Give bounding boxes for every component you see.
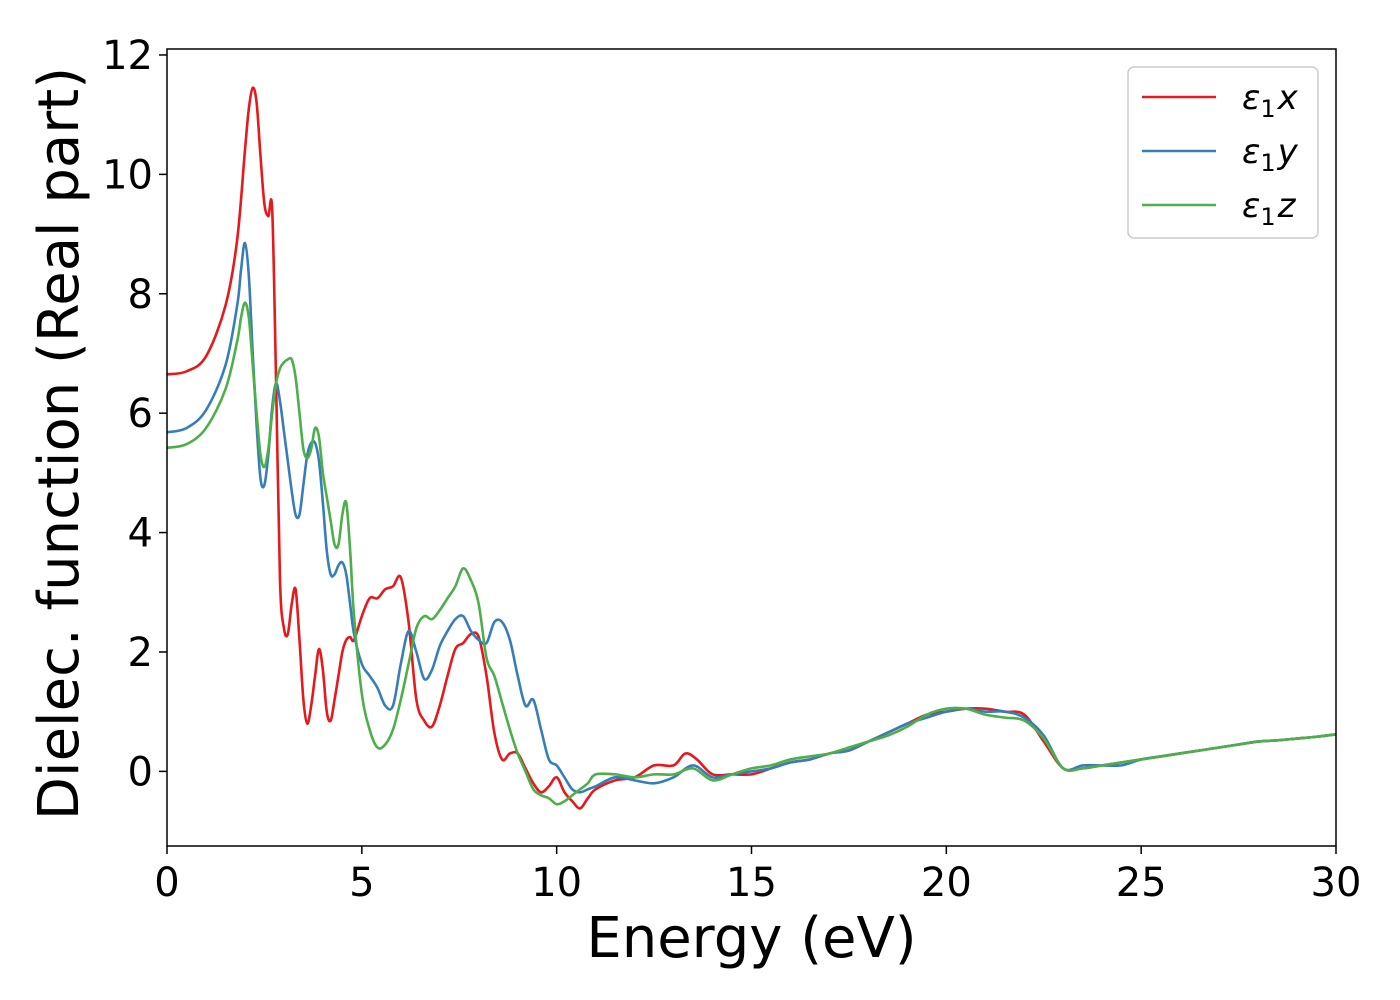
series-layer xyxy=(167,86,1336,810)
x-tick-label: 25 xyxy=(1116,860,1167,906)
legend-symbol: ε xyxy=(1242,186,1260,226)
legend-variable: z xyxy=(1277,186,1297,226)
legend-label-y: ε1y xyxy=(1242,132,1299,177)
y-tick-label: 6 xyxy=(128,391,153,437)
y-tick-label: 4 xyxy=(128,511,153,557)
y-tick-label: 2 xyxy=(128,630,153,676)
legend-label-x: ε1x xyxy=(1242,78,1299,123)
x-tick-label: 15 xyxy=(726,860,777,906)
legend-subscript: 1 xyxy=(1260,95,1275,123)
series-line-x xyxy=(167,86,1336,810)
x-tick-label: 30 xyxy=(1311,860,1362,906)
legend-box xyxy=(1127,66,1319,239)
legend-subscript: 1 xyxy=(1260,149,1275,177)
x-tick-label: 10 xyxy=(531,860,582,906)
legend-symbol: ε xyxy=(1242,132,1260,172)
series-line-z xyxy=(167,301,1336,806)
x-tick-label: 20 xyxy=(921,860,972,906)
legend-symbol: ε xyxy=(1242,78,1260,118)
y-tick-label: 0 xyxy=(128,749,153,795)
legend-variable: y xyxy=(1277,132,1299,172)
x-tick-label: 5 xyxy=(349,860,374,906)
series-line-y xyxy=(167,241,1336,794)
y-tick-label: 8 xyxy=(128,272,153,318)
y-tick-label: 12 xyxy=(102,33,153,79)
y-tick-label: 10 xyxy=(102,152,153,198)
x-tick-label: 0 xyxy=(154,860,179,906)
legend-label-z: ε1z xyxy=(1242,186,1297,231)
legend-subscript: 1 xyxy=(1260,203,1275,231)
y-axis-title: Dielec. function (Real part) xyxy=(27,67,92,820)
legend-variable: x xyxy=(1277,78,1299,118)
x-axis-title: Energy (eV) xyxy=(586,906,916,971)
ticks-layer: 0 5 10 15 20 25 30 0 2 4 6 8 10 12 xyxy=(102,33,1361,906)
